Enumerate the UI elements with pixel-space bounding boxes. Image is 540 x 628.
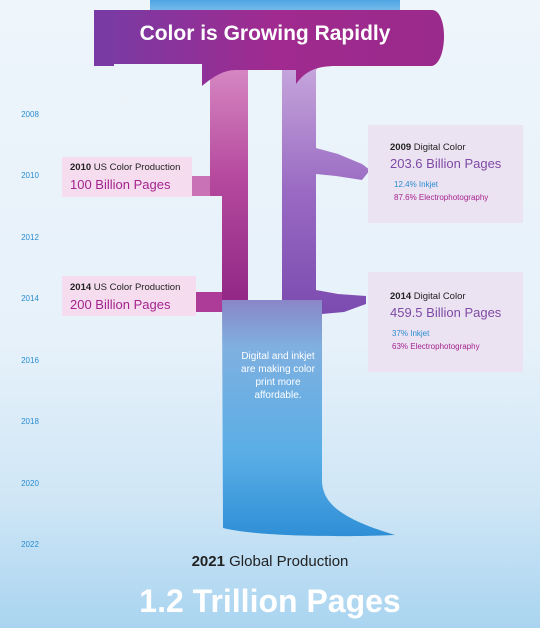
callout-digital-color-2009: 2009 Digital Color 203.6 Billion Pages 1… bbox=[368, 125, 523, 223]
year-tick: 2022 bbox=[21, 540, 39, 549]
magenta-stream bbox=[192, 64, 248, 312]
title-cap bbox=[94, 10, 114, 66]
year-tick: 2018 bbox=[21, 417, 39, 427]
footer-label: Global Production bbox=[229, 553, 349, 570]
callout-year: 2010 bbox=[70, 162, 92, 173]
callout-value: 203.6 Billion Pages bbox=[390, 156, 502, 171]
callout-value: 200 Billion Pages bbox=[70, 297, 171, 312]
callout-value: 459.5 Billion Pages bbox=[390, 305, 502, 320]
year-tick: 2016 bbox=[21, 355, 39, 365]
callout-label: US Color Production bbox=[93, 282, 181, 293]
footer-total: 1.2 Trillion Pages bbox=[139, 583, 401, 619]
connector-left-2014 bbox=[196, 292, 222, 312]
footer-heading: 2021 Global Production bbox=[0, 553, 540, 570]
electro-share: 63% Electrophotography bbox=[392, 342, 480, 351]
callout-year: 2009 bbox=[390, 142, 412, 153]
callout-year: 2014 bbox=[390, 291, 412, 302]
callout-us-color-2014: 2014 US Color Production 200 Billion Pag… bbox=[62, 276, 196, 316]
callout-us-color-2010: 2010 US Color Production 100 Billion Pag… bbox=[62, 157, 192, 197]
connector-left-2010 bbox=[190, 176, 210, 196]
year-tick: 2012 bbox=[21, 232, 39, 242]
purple-stream bbox=[282, 64, 370, 314]
year-tick: 2008 bbox=[21, 110, 39, 119]
year-tick: 2020 bbox=[21, 478, 39, 488]
electro-share: 87.6% Electrophotography bbox=[394, 193, 489, 202]
inkjet-share: 12.4% Inkjet bbox=[394, 180, 439, 189]
callout-digital-color-2014: 2014 Digital Color 459.5 Billion Pages 3… bbox=[368, 272, 523, 372]
callout-value: 100 Billion Pages bbox=[70, 177, 171, 192]
callout-label: Digital Color bbox=[413, 291, 466, 302]
blue-trunk bbox=[222, 300, 395, 537]
trunk-note: Digital and inkjet are making color prin… bbox=[241, 351, 315, 401]
footer-year: 2021 bbox=[191, 553, 225, 570]
callout-label: Digital Color bbox=[413, 142, 466, 153]
inkjet-share: 37% Inkjet bbox=[392, 329, 430, 338]
year-tick: 2014 bbox=[21, 294, 39, 304]
chart-title: Color is Growing Rapidly bbox=[139, 22, 391, 45]
callout-year: 2014 bbox=[70, 282, 92, 293]
callout-label: US Color Production bbox=[93, 162, 181, 173]
title-banner bbox=[108, 10, 444, 86]
year-tick: 2010 bbox=[21, 171, 39, 181]
